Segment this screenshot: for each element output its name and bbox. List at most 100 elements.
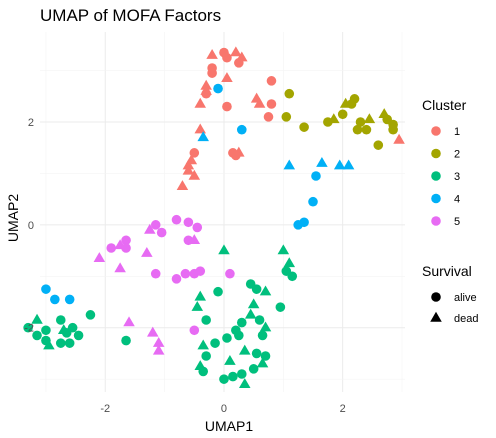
point-cluster-5-dead [146,326,159,337]
point-cluster-1-dead [253,97,266,108]
x-axis-title: UMAP1 [205,418,253,434]
point-cluster-5-alive [171,214,182,225]
point-cluster-1-dead [194,97,207,108]
point-cluster-3-dead [224,354,236,365]
point-cluster-5-alive [121,243,131,253]
point-cluster-3-alive [85,310,96,320]
point-cluster-3-dead [238,378,251,389]
point-cluster-2-alive [337,109,348,120]
point-cluster-1-dead [182,159,195,170]
point-cluster-3-alive [32,330,42,341]
point-cluster-5-dead [144,223,156,234]
legend-cluster-key-2 [431,148,441,159]
legend-survival-label: alive [454,292,477,304]
legend-cluster-title: Cluster [422,97,467,113]
y-axis-title: UMAP2 [5,194,21,242]
point-cluster-3-alive [201,351,211,361]
point-cluster-3-dead [194,290,207,301]
point-cluster-5-dead [123,316,135,327]
point-cluster-4-alive [308,196,318,207]
point-cluster-4-alive [293,220,303,230]
legend-cluster-key-5 [431,216,441,226]
point-cluster-5-dead [152,344,165,355]
legend-cluster-label: 2 [454,149,460,161]
point-cluster-3-dead [259,285,272,296]
point-cluster-3-alive [55,315,66,325]
point-cluster-5-alive [192,222,203,233]
point-cluster-2-alive [281,112,292,122]
point-cluster-2-alive [346,99,357,109]
point-cluster-3-alive [236,369,247,379]
point-cluster-5-alive [106,243,117,253]
point-cluster-4-alive [64,294,75,305]
point-cluster-1-alive [266,76,277,86]
point-cluster-3-dead [197,339,209,350]
point-cluster-2-alive [323,117,333,127]
point-cluster-5-alive [183,217,194,228]
x-tick-label: 2 [340,403,346,415]
y-tick-label: -2 [24,323,34,335]
point-cluster-3-alive [121,335,131,346]
x-tick-label: -2 [100,403,110,415]
legend-cluster-key-3 [431,171,441,181]
point-cluster-1-dead [194,123,207,134]
point-cluster-3-dead [218,244,230,255]
legend-cluster: Cluster 1 2 3 4 5 [422,97,467,228]
point-cluster-3-dead [277,244,290,255]
point-cluster-5-dead [141,246,153,257]
point-cluster-3-dead [238,344,251,355]
legend-survival-key-alive [431,292,441,302]
x-axis-ticks: -2 0 2 [100,403,345,415]
legend-cluster-label: 3 [454,171,460,183]
point-cluster-1-dead [393,133,405,144]
point-cluster-2-alive [361,124,372,135]
point-cluster-1-dead [221,72,233,83]
point-cluster-3-alive [23,322,33,333]
point-cluster-3-dead [247,298,260,309]
point-cluster-3-alive [222,333,232,343]
point-cluster-4-alive [236,124,247,135]
legend-cluster-label: 1 [454,126,460,138]
legend-cluster-label: 4 [454,194,460,206]
y-tick-label: 0 [28,220,34,232]
point-cluster-5-alive [121,235,131,246]
point-cluster-1-alive [234,58,244,68]
legend-survival-items: alive dead [430,292,478,325]
point-cluster-3-alive [55,338,66,348]
point-cluster-4-alive [213,83,223,94]
point-cluster-3-alive [61,328,72,338]
point-cluster-4-alive [41,284,51,294]
point-cluster-5-alive [195,266,206,276]
point-cluster-3-dead [43,339,55,350]
point-cluster-1-dead [176,180,189,191]
point-cluster-1-alive [263,112,274,122]
point-cluster-3-alive [275,302,286,312]
legend-cluster-items: 1 2 3 4 5 [431,126,460,228]
point-cluster-3-dead [283,257,296,268]
point-cluster-3-alive [41,325,51,336]
point-cluster-1-dead [200,79,212,90]
point-cluster-5-dead [152,336,165,347]
legend-survival-label: dead [454,313,478,325]
point-cluster-2-dead [363,113,376,124]
point-cluster-2-alive [355,117,366,127]
point-cluster-3-alive [287,271,298,282]
point-cluster-3-dead [259,321,272,332]
point-cluster-1-dead [182,164,195,175]
point-cluster-3-alive [257,330,268,341]
point-cluster-3-alive [251,348,262,359]
point-cluster-2-alive [299,122,309,132]
point-cluster-1-alive [207,68,217,78]
point-cluster-1-dead [188,169,201,180]
point-cluster-5-alive [225,268,235,279]
point-cluster-3-dead [191,300,204,311]
y-axis-ticks: -2 0 2 [24,117,34,335]
chart-title: UMAP of MOFA Factors [40,6,221,25]
point-cluster-5-dead [93,252,106,263]
point-cluster-3-alive [228,371,238,382]
legend-survival: Survival alive dead [422,263,478,325]
point-cluster-3-alive [201,315,211,325]
legend-survival-key-dead [430,311,442,322]
point-cluster-3-alive [219,374,229,384]
